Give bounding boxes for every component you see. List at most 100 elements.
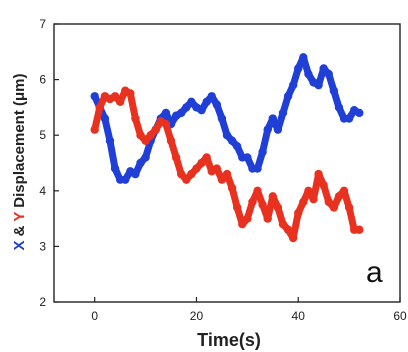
data-point <box>202 153 211 162</box>
data-point <box>283 225 293 234</box>
data-point <box>192 164 201 173</box>
x-tick-label: 60 <box>393 309 407 323</box>
data-point <box>141 136 150 145</box>
data-point <box>212 164 222 173</box>
x-tick-label: 40 <box>292 309 306 323</box>
data-point <box>314 80 323 90</box>
data-point <box>166 136 176 145</box>
data-point <box>324 197 333 207</box>
data-point <box>288 80 298 90</box>
data-point <box>263 214 272 223</box>
data-point <box>197 158 206 168</box>
x-tick-label: 0 <box>91 309 98 323</box>
data-point <box>222 131 232 140</box>
plot-frame <box>53 23 401 303</box>
data-point <box>355 108 364 118</box>
data-point <box>151 125 160 134</box>
y-axis-title-part: Y <box>11 212 28 222</box>
data-point <box>105 136 115 145</box>
data-point <box>222 169 232 179</box>
y-tick-label: 7 <box>39 17 46 31</box>
data-point <box>161 108 171 118</box>
data-point <box>355 225 364 234</box>
y-axis-title-part: & <box>11 222 28 241</box>
data-point <box>232 203 242 212</box>
data-point <box>294 208 303 218</box>
data-point <box>319 64 328 73</box>
data-point <box>344 114 354 123</box>
data-point <box>217 114 227 123</box>
data-point <box>146 131 155 140</box>
data-point <box>278 108 288 118</box>
data-point <box>207 92 216 101</box>
y-tick-label: 5 <box>39 128 46 142</box>
data-point <box>227 183 237 193</box>
data-point <box>314 169 323 179</box>
data-point <box>177 169 186 179</box>
data-point <box>100 114 110 123</box>
y-tick-label: 6 <box>39 73 46 87</box>
data-point <box>227 136 237 145</box>
data-point <box>268 192 277 201</box>
data-point <box>187 97 196 107</box>
data-point <box>202 97 211 107</box>
data-point <box>182 103 191 112</box>
data-point <box>304 186 313 195</box>
data-point <box>253 164 262 173</box>
data-point <box>299 197 308 207</box>
data-point <box>283 92 293 101</box>
y-axis-title-part: X <box>11 241 28 251</box>
data-point <box>299 53 308 62</box>
data-point <box>141 153 150 162</box>
data-series <box>90 53 364 243</box>
data-point <box>212 100 222 109</box>
data-point <box>273 203 283 212</box>
x-tick-label: 20 <box>190 309 204 323</box>
data-point <box>243 153 252 162</box>
y-axis-title-part: Displacement (μm) <box>11 73 28 211</box>
data-point <box>309 194 318 204</box>
data-point <box>324 69 333 79</box>
data-point <box>258 147 267 157</box>
data-point <box>197 105 206 115</box>
data-point <box>288 233 298 243</box>
data-point <box>304 69 313 79</box>
data-point <box>334 103 344 112</box>
data-point <box>121 175 130 184</box>
data-point <box>110 92 120 101</box>
data-point <box>187 169 196 179</box>
data-point <box>182 175 191 184</box>
data-point <box>329 86 339 95</box>
data-point <box>171 153 181 162</box>
data-point <box>319 181 328 190</box>
data-point <box>161 119 171 129</box>
data-point <box>115 97 125 107</box>
data-point <box>248 197 257 207</box>
data-point <box>110 164 120 173</box>
data-point <box>344 203 354 212</box>
tick-labels: 0 20 40 60 2 3 4 5 6 7 <box>39 17 407 323</box>
data-point <box>95 103 104 112</box>
data-point <box>243 214 252 223</box>
x-axis-title: Time(s) <box>197 330 261 350</box>
data-point <box>329 203 339 212</box>
panel-label: a <box>366 256 383 289</box>
series-2 <box>90 86 364 243</box>
data-point <box>131 169 140 179</box>
data-point <box>334 192 344 201</box>
data-point <box>232 142 242 151</box>
data-point <box>136 131 145 140</box>
y-tick-label: 2 <box>39 295 46 309</box>
series-1 <box>90 53 364 184</box>
data-point <box>217 175 227 184</box>
data-point <box>339 186 349 195</box>
data-point <box>253 186 262 195</box>
data-point <box>278 219 288 229</box>
data-point <box>126 89 135 98</box>
data-point <box>90 92 99 101</box>
data-point <box>177 108 186 118</box>
data-point <box>263 125 272 134</box>
data-point <box>258 200 267 209</box>
data-point <box>268 114 277 123</box>
